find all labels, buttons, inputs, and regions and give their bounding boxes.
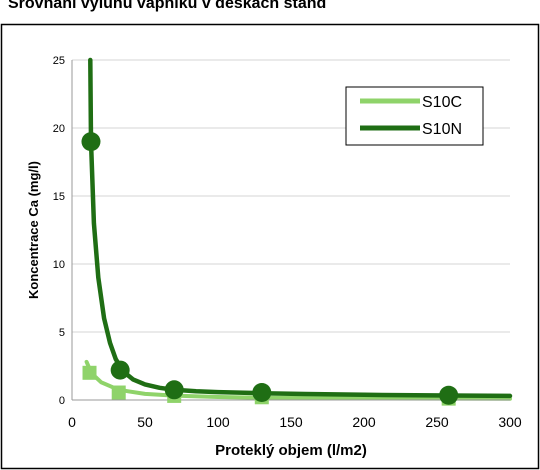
grid	[72, 59, 510, 333]
x-tick-label-200: 200	[352, 414, 376, 430]
data-markers	[81, 132, 459, 406]
x-axis-title: Proteklý objem (l/m2)	[215, 442, 367, 459]
legend-box	[345, 86, 484, 146]
x-tick-label-50: 50	[137, 414, 153, 430]
data-point-s10c-0	[82, 365, 97, 380]
x-tick-label-250: 250	[425, 414, 449, 430]
x-tick-label-300: 300	[498, 414, 522, 430]
chart-title: Srovnání vyluhu vápníku v deskách stand	[8, 0, 326, 12]
data-point-s10n-0	[81, 132, 101, 152]
x-tick-label-100: 100	[206, 414, 230, 430]
y-tick-label-10: 10	[53, 259, 65, 271]
y-tick-label-15: 15	[53, 191, 65, 203]
data-point-s10n-4	[439, 385, 459, 405]
y-tick-label-0: 0	[59, 395, 65, 407]
y-tick-label-20: 20	[53, 123, 65, 135]
data-point-s10n-2	[164, 380, 184, 400]
legend-label-s10n: S10N	[422, 121, 462, 138]
legend-label-s10c: S10C	[422, 94, 462, 111]
legend: S10C S10N	[345, 86, 484, 146]
x-tick-label-150: 150	[279, 414, 303, 430]
y-axis-title: Koncentrace Ca (mg/l)	[26, 161, 41, 299]
data-point-s10n-3	[252, 383, 272, 403]
x-tick-label-0: 0	[68, 414, 76, 430]
y-tick-label-25: 25	[53, 55, 65, 67]
series-line-s10n	[88, 57, 513, 399]
data-point-s10n-1	[110, 360, 130, 380]
y-tick-label-5: 5	[59, 327, 65, 339]
data-point-s10c-1	[111, 385, 126, 400]
